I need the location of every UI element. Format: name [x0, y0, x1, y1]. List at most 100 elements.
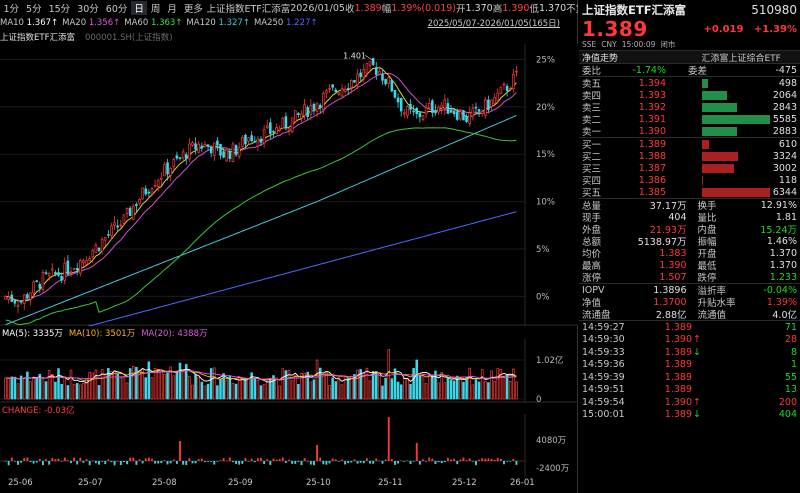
ask-row[interactable]: 卖三 1.392 2843 [579, 101, 800, 115]
candle[interactable] [38, 284, 42, 289]
candle[interactable] [290, 117, 294, 133]
candle[interactable] [459, 111, 462, 120]
candle[interactable] [262, 129, 266, 144]
candle[interactable] [209, 147, 213, 154]
candle[interactable] [325, 90, 328, 94]
bid-row[interactable]: 买四 1.386 118 [579, 174, 800, 188]
candle[interactable] [41, 272, 45, 290]
candle[interactable] [203, 144, 207, 148]
candle[interactable] [424, 107, 428, 114]
candle[interactable] [54, 272, 57, 275]
tab-related-fund[interactable]: 汇添富上证综合ETF [701, 53, 781, 64]
price-chart[interactable]: 25%20%15%10%5%0%1.4011.128 [0, 44, 578, 326]
candle[interactable] [4, 296, 7, 300]
tab-nav-trend[interactable]: 净值走势 [582, 53, 619, 64]
candle[interactable] [16, 304, 20, 307]
candle[interactable] [502, 83, 506, 86]
candle[interactable] [493, 97, 496, 104]
candle[interactable] [212, 142, 216, 156]
candle[interactable] [409, 104, 412, 110]
candle[interactable] [57, 272, 60, 276]
candle[interactable] [431, 100, 434, 113]
candle[interactable] [116, 225, 119, 228]
candle[interactable] [331, 84, 334, 88]
candle[interactable] [393, 89, 397, 98]
candle[interactable] [66, 260, 70, 275]
candle[interactable] [315, 103, 319, 112]
candle[interactable] [455, 111, 459, 120]
candle[interactable] [125, 208, 129, 214]
candle[interactable] [468, 112, 471, 124]
candle[interactable] [353, 80, 356, 83]
candle[interactable] [72, 268, 76, 270]
candle[interactable] [284, 116, 288, 129]
candle[interactable] [452, 111, 456, 115]
candle[interactable] [322, 93, 325, 110]
candle[interactable] [7, 296, 10, 301]
candle[interactable] [100, 239, 104, 252]
candle[interactable] [272, 130, 275, 133]
candle[interactable] [26, 294, 29, 299]
candle[interactable] [160, 177, 163, 180]
period-tab-6[interactable]: 周 [150, 4, 161, 15]
candle[interactable] [194, 143, 197, 150]
candle[interactable] [512, 73, 515, 90]
candle[interactable] [427, 102, 431, 108]
candle[interactable] [91, 250, 95, 258]
period-tab-0[interactable]: 1分 [3, 4, 20, 15]
change-chart[interactable]: 4080万 -2400万 [0, 414, 578, 476]
candle[interactable] [19, 301, 23, 303]
candle[interactable] [244, 134, 247, 145]
candle[interactable] [421, 115, 425, 120]
candle[interactable] [135, 203, 138, 206]
candle[interactable] [337, 92, 341, 95]
candle[interactable] [499, 86, 503, 94]
candle[interactable] [368, 61, 372, 66]
candle[interactable] [75, 267, 79, 271]
period-tab-8[interactable]: 更多 [183, 4, 203, 15]
candle[interactable] [191, 142, 194, 146]
period-tab-7[interactable]: 月 [167, 4, 177, 15]
candle[interactable] [505, 85, 509, 91]
candle[interactable] [51, 268, 54, 271]
candle[interactable] [150, 188, 154, 195]
candle[interactable] [318, 104, 322, 108]
candle[interactable] [197, 143, 200, 153]
candle[interactable] [141, 187, 144, 200]
candle[interactable] [69, 271, 73, 274]
candle[interactable] [387, 77, 391, 84]
candle[interactable] [188, 143, 191, 160]
candle[interactable] [175, 155, 179, 159]
candle[interactable] [138, 199, 141, 204]
candle[interactable] [515, 70, 518, 73]
candle[interactable] [275, 127, 278, 134]
candle[interactable] [97, 247, 101, 251]
candle[interactable] [153, 185, 157, 188]
bid-row[interactable]: 买一 1.389 610 [579, 138, 800, 152]
period-tab-1[interactable]: 5分 [26, 4, 42, 15]
candle[interactable] [13, 299, 17, 304]
candle[interactable] [107, 234, 110, 236]
candle[interactable] [128, 207, 132, 216]
candle[interactable] [231, 143, 235, 163]
candle[interactable] [399, 97, 403, 112]
candle[interactable] [113, 222, 116, 227]
period-tab-2[interactable]: 15分 [48, 4, 71, 15]
candle[interactable] [384, 78, 387, 85]
candle[interactable] [131, 205, 135, 220]
candle[interactable] [219, 143, 222, 156]
ask-row[interactable]: 卖四 1.393 2064 [579, 89, 800, 103]
candle[interactable] [178, 157, 182, 159]
candle[interactable] [340, 88, 344, 97]
candle[interactable] [306, 107, 310, 117]
candle[interactable] [396, 97, 400, 103]
candle[interactable] [356, 73, 359, 85]
ask-row[interactable]: 卖二 1.391 5585 [579, 113, 800, 127]
candle[interactable] [22, 294, 26, 304]
candle[interactable] [365, 63, 369, 74]
candle[interactable] [94, 244, 98, 253]
bid-row[interactable]: 买三 1.387 3002 [579, 162, 800, 176]
candle[interactable] [206, 144, 210, 147]
candle[interactable] [225, 149, 229, 162]
candle[interactable] [437, 106, 440, 113]
